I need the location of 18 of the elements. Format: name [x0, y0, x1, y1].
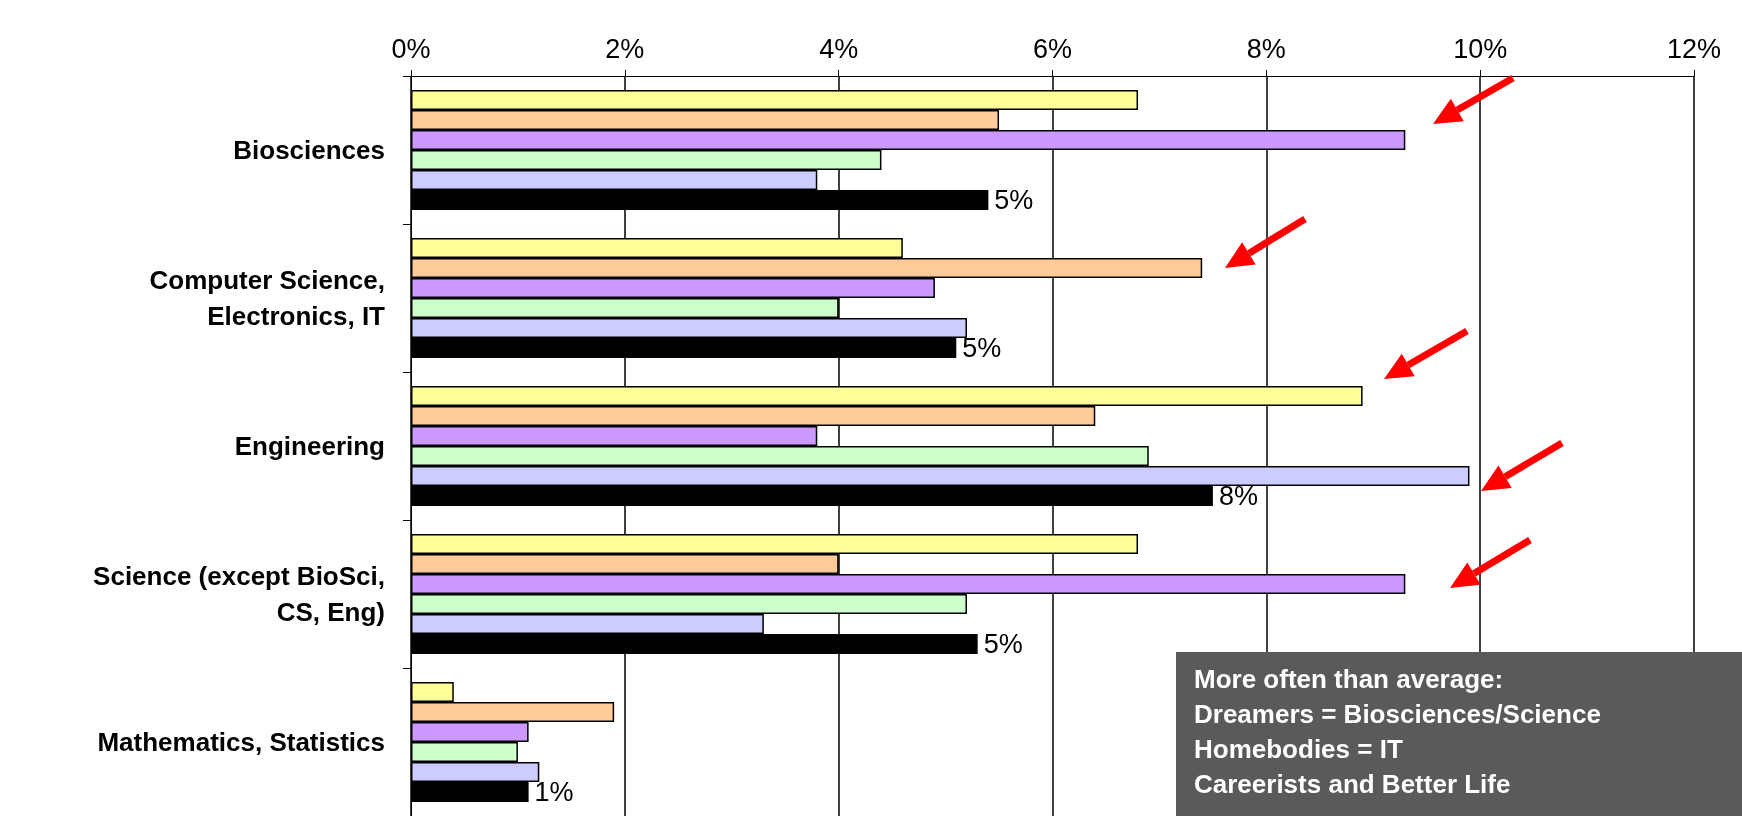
x-tick-label: 12% [1666, 33, 1722, 64]
y-tick-label: Biosciences [233, 135, 385, 165]
x-tick-label: 6% [1032, 33, 1073, 64]
y-tick-label: Engineering [234, 431, 385, 461]
x-tick-label: 10% [1453, 33, 1508, 64]
data-label: 8% [1218, 480, 1258, 511]
x-tick-label: 4% [819, 33, 859, 64]
data-label: 5% [962, 332, 1002, 363]
x-tick-label: 0% [391, 33, 431, 64]
note-box: More often than average: Dreamers = Biosciences/Science Homebodies = IT Careerists and Better Life [1176, 652, 1742, 816]
x-tick-label: 8% [1246, 33, 1286, 64]
data-label: 5% [983, 628, 1023, 659]
y-tick-label: Science (except BioSci, CS, Eng) [93, 561, 385, 627]
y-tick-label: Mathematics, Statistics [97, 727, 385, 757]
y-tick-label: Computer Science, Electronics, IT [149, 265, 386, 331]
data-label: 1% [534, 776, 574, 807]
x-tick-label: 2% [605, 33, 645, 64]
data-label: 5% [994, 184, 1034, 215]
